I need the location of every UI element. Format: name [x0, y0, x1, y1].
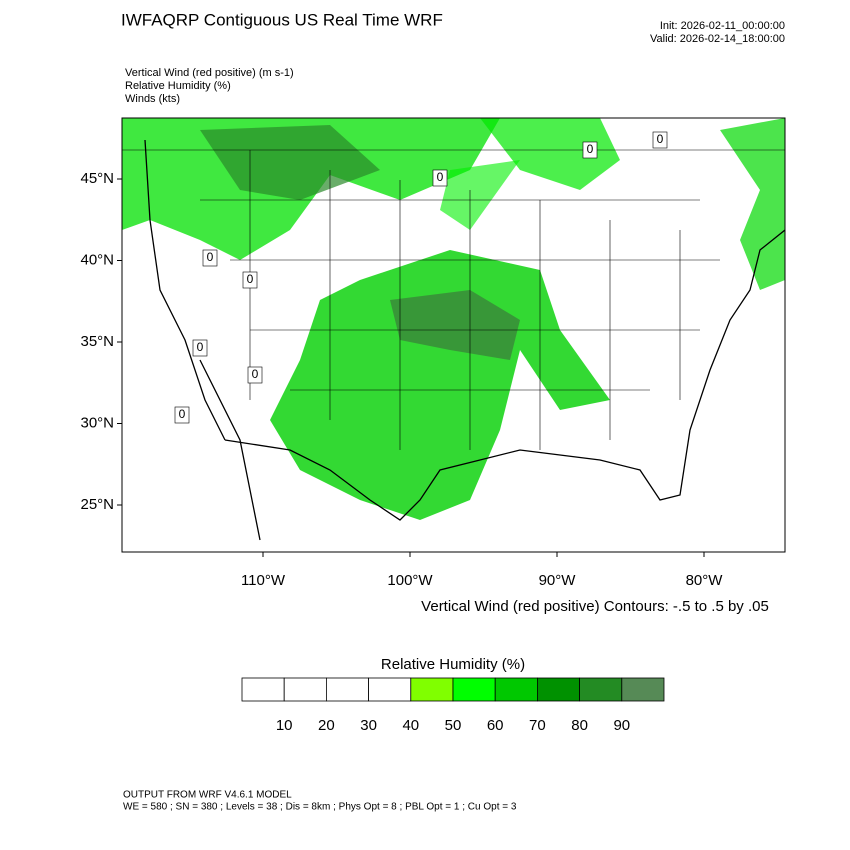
colorbar-label: 40 [402, 717, 419, 734]
colorbar-label: 50 [445, 717, 462, 734]
title: IWFAQRP Contiguous US Real Time WRF [121, 10, 443, 29]
lat-tick-label: 45°N [80, 170, 114, 187]
contour-label: 0 [197, 340, 204, 354]
map-frame [121, 117, 786, 553]
contour-label: 0 [657, 132, 664, 146]
map [121, 117, 786, 553]
colorbar-label: 30 [360, 717, 377, 734]
valid-time: Valid: 2026-02-14_18:00:00 [650, 33, 785, 45]
footer-line: WE = 580 ; SN = 380 ; Levels = 38 ; Dis … [123, 802, 517, 813]
colorbar-box [241, 677, 285, 702]
init-time: Init: 2026-02-11_00:00:00 [660, 20, 785, 32]
colorbar-box [621, 677, 665, 702]
humidity-fill [122, 118, 785, 520]
contour-label-box [247, 366, 263, 384]
colorbar-box [410, 677, 454, 702]
colorbar-box [325, 677, 369, 702]
contour-label: 0 [179, 407, 186, 421]
lon-tick-label: 100°W [387, 572, 433, 589]
colorbar-title: Relative Humidity (%) [381, 656, 525, 673]
contour-label: 0 [252, 367, 259, 381]
contour-label-box [582, 141, 598, 159]
contour-label-box [192, 339, 208, 357]
field-label: Relative Humidity (%) [125, 80, 231, 92]
field-label: Vertical Wind (red positive) (m s-1) [125, 67, 294, 79]
colorbar-label: 10 [276, 717, 293, 734]
lon-tick-label: 90°W [539, 572, 577, 589]
contour-label: 0 [587, 142, 594, 156]
colorbar-box [537, 677, 581, 702]
contour-label-box [202, 249, 218, 267]
colorbar-label: 60 [487, 717, 504, 734]
contour-label: 0 [207, 250, 214, 264]
colorbar-label: 90 [613, 717, 630, 734]
lon-tick-label: 80°W [686, 572, 724, 589]
colorbar-label: 80 [571, 717, 588, 734]
lon-tick-label: 110°W [241, 572, 286, 589]
lat-tick-label: 35°N [80, 333, 114, 350]
colorbar-box [494, 677, 538, 702]
colorbar-box [283, 677, 327, 702]
contour-note: Vertical Wind (red positive) Contours: -… [421, 598, 769, 615]
colorbar-box [452, 677, 496, 702]
field-label: Winds (kts) [125, 93, 180, 105]
contour-label: 0 [247, 272, 254, 286]
contour-label-box [432, 169, 448, 187]
contour-label: 0 [437, 170, 444, 184]
lat-tick-label: 30°N [80, 414, 114, 431]
colorbar-box [579, 677, 623, 702]
colorbar-label: 70 [529, 717, 546, 734]
lat-tick-label: 40°N [80, 251, 114, 268]
contour-label-box [174, 406, 190, 424]
footer-line: OUTPUT FROM WRF V4.6.1 MODEL [123, 790, 292, 801]
lat-tick-label: 25°N [80, 496, 114, 513]
contour-label-box [242, 271, 258, 289]
contour-label-box [652, 131, 668, 149]
colorbar-box [368, 677, 412, 702]
colorbar-label: 20 [318, 717, 335, 734]
